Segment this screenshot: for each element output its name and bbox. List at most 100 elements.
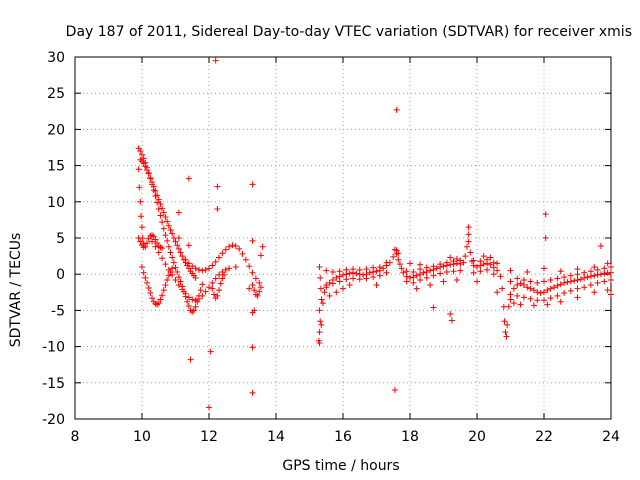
data-point	[440, 263, 447, 270]
data-point	[165, 222, 172, 229]
data-point	[137, 148, 144, 155]
data-point	[574, 294, 581, 301]
data-point	[430, 304, 437, 311]
data-point	[427, 267, 434, 274]
data-point	[420, 269, 427, 276]
data-point	[136, 184, 143, 191]
data-point	[149, 179, 156, 186]
x-tick-label: 20	[468, 429, 486, 445]
data-point	[145, 170, 152, 177]
data-point	[564, 279, 571, 286]
data-points	[135, 57, 614, 411]
data-point	[366, 269, 373, 276]
data-point	[340, 271, 346, 278]
data-point	[601, 265, 608, 272]
x-tick-label: 18	[401, 429, 419, 445]
data-point	[216, 271, 223, 278]
data-point	[554, 275, 561, 282]
x-tick-label: 10	[133, 429, 151, 445]
data-point	[142, 274, 149, 281]
data-point	[256, 279, 263, 286]
data-point	[155, 300, 162, 307]
data-point	[541, 289, 547, 296]
data-point	[206, 404, 212, 411]
x-tick-label: 22	[535, 429, 553, 445]
data-point	[567, 287, 574, 294]
data-point	[581, 284, 588, 291]
data-point	[551, 284, 558, 291]
data-point	[527, 278, 534, 285]
data-point	[187, 356, 194, 363]
data-point	[175, 245, 182, 252]
data-point	[581, 274, 588, 281]
y-tick-label: 15	[47, 159, 65, 175]
data-point	[398, 265, 405, 272]
y-tick-label: 20	[47, 122, 65, 138]
data-point	[557, 268, 564, 275]
data-point	[557, 281, 564, 288]
data-point	[175, 235, 182, 241]
data-point	[321, 289, 328, 296]
data-point	[490, 259, 497, 266]
data-point	[162, 261, 169, 268]
data-point	[172, 238, 179, 245]
data-point	[373, 282, 380, 289]
data-point	[142, 243, 149, 250]
data-point	[149, 295, 156, 302]
data-point	[407, 274, 413, 281]
data-point	[326, 279, 333, 286]
data-point	[169, 230, 176, 237]
data-point	[356, 276, 363, 283]
data-point	[457, 267, 464, 274]
data-point	[185, 242, 192, 249]
data-point	[249, 344, 256, 351]
data-point	[209, 285, 216, 292]
data-point	[457, 257, 464, 264]
data-point	[601, 278, 608, 285]
data-point	[574, 285, 581, 292]
data-point	[500, 303, 507, 310]
data-point	[340, 285, 346, 292]
data-point	[520, 294, 527, 301]
data-point	[410, 279, 417, 286]
data-point	[197, 287, 204, 294]
data-point	[144, 279, 151, 286]
data-point	[541, 278, 547, 285]
data-point	[587, 282, 594, 289]
data-point	[155, 206, 162, 213]
data-point	[396, 261, 403, 268]
data-point	[195, 266, 202, 273]
data-point	[517, 280, 524, 287]
data-point	[202, 266, 209, 273]
data-point	[207, 348, 214, 355]
data-point	[150, 183, 157, 190]
data-point	[185, 260, 192, 267]
data-point	[259, 243, 266, 250]
data-point	[363, 266, 370, 273]
data-point	[594, 266, 601, 273]
x-tick-label: 24	[602, 429, 620, 445]
data-point	[484, 256, 491, 263]
data-point	[524, 284, 531, 291]
data-point	[162, 232, 169, 239]
data-point	[608, 269, 614, 276]
data-point	[501, 318, 508, 325]
data-point	[164, 237, 171, 244]
data-point	[447, 311, 454, 318]
data-point	[591, 263, 598, 270]
data-point	[147, 290, 154, 297]
data-point	[135, 235, 142, 241]
data-point	[202, 288, 209, 295]
data-point	[604, 287, 611, 294]
data-point	[403, 278, 410, 285]
data-point	[594, 271, 601, 278]
y-tick-label: 25	[47, 86, 65, 102]
data-point	[474, 263, 480, 270]
data-point	[544, 287, 551, 294]
data-point	[524, 269, 531, 276]
data-point	[395, 250, 402, 257]
data-point	[527, 295, 534, 302]
data-point	[249, 389, 256, 396]
data-point	[608, 263, 614, 270]
